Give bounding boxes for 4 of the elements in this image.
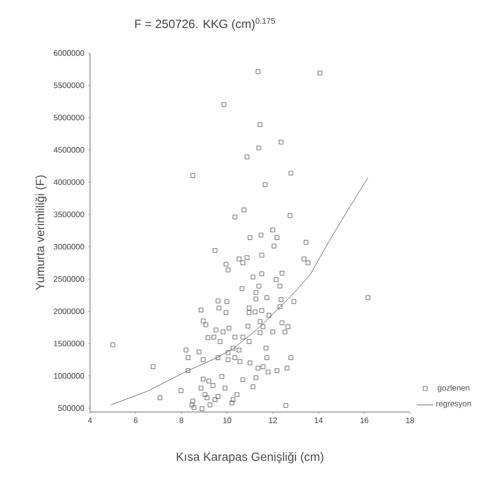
- x-axis-title: Kısa Karapas Genişliği (cm): [176, 452, 324, 464]
- line-series: [110, 177, 368, 406]
- chart-title: F = 250726. KKG (cm)$^{0.175}$: [135, 18, 275, 30]
- y-axis-title: Yumurta verimliliği (F): [35, 175, 47, 290]
